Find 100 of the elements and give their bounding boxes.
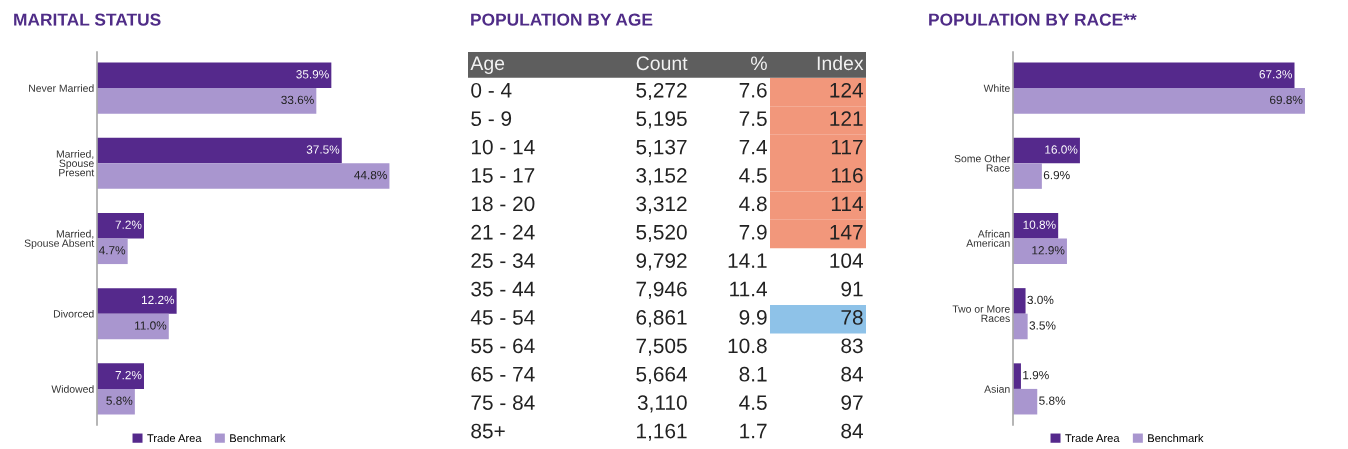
data-label: 124 (830, 82, 863, 98)
data-label: 4.8 (739, 196, 767, 212)
data-label: 8.1 (739, 366, 767, 382)
y-tick-label: 0 - 4 (471, 82, 512, 98)
data-label: 4.7% (98, 246, 126, 255)
data-label: 104 (830, 253, 863, 269)
data-label: 147 (830, 225, 863, 240)
data-label: 7,505 (636, 338, 687, 356)
data-label: 5.8% (106, 396, 133, 405)
data-label: 9.9 (739, 310, 767, 325)
data-label: 114 (831, 196, 863, 212)
bar (1013, 88, 1305, 114)
data-label: 1.9% (1023, 370, 1049, 380)
chart-title: POPULATION BY AGE (471, 13, 653, 26)
y-tick-label: African American (966, 229, 1010, 247)
data-label: 84 (841, 423, 863, 439)
data-label: 7.9 (739, 224, 767, 240)
data-label: 78 (841, 310, 863, 325)
bar (1013, 238, 1067, 265)
bar (97, 212, 144, 239)
data-label: 6.9% (1043, 170, 1070, 180)
data-label: 5,272 (636, 82, 687, 101)
y-tick-label: White (983, 84, 1010, 92)
data-label: 6,861 (636, 310, 687, 328)
bar (1013, 62, 1295, 89)
bar (97, 137, 342, 164)
data-label: 33.6% (281, 95, 314, 105)
bar (97, 313, 169, 340)
data-label: 37.5% (306, 145, 340, 154)
y-tick-label: Some Other Race (954, 154, 1011, 172)
data-label: 35.9% (296, 70, 329, 79)
bar (1013, 163, 1042, 189)
bar (97, 163, 390, 189)
bar (1013, 313, 1028, 340)
y-tick-label: Married, Spouse Absent (24, 229, 95, 249)
y-tick-label: 55 - 64 (471, 338, 535, 354)
data-label: 83 (841, 338, 863, 354)
data-label: 11.4 (730, 281, 767, 297)
data-label: 7.2% (115, 220, 142, 229)
data-label: 4.5 (739, 395, 767, 410)
data-label: 11.0% (135, 321, 167, 330)
data-label: 1,161 (637, 423, 687, 441)
data-label: 12.2% (141, 295, 175, 305)
data-label: 67.3% (1259, 70, 1293, 79)
data-label: 69.8% (1270, 95, 1303, 105)
data-label: 3,152 (636, 168, 687, 186)
legend-label: Trade Area (1065, 433, 1120, 443)
bar (1013, 212, 1059, 239)
y-tick-label: 21 - 24 (471, 224, 535, 240)
data-label: 97 (841, 395, 863, 410)
y-tick-label: 10 - 14 (471, 139, 535, 155)
data-label: 7.2% (115, 370, 142, 380)
data-label: 10.8 (728, 338, 767, 354)
data-label: 1.7 (740, 423, 767, 439)
y-tick-label: Married, Spouse Present (56, 150, 95, 177)
data-label: 5,195 (636, 111, 687, 129)
data-label: 9,792 (636, 253, 687, 271)
x-tick-label: % (751, 56, 767, 71)
data-label: 7.5 (739, 111, 767, 127)
bar (97, 62, 332, 89)
bar (97, 288, 177, 314)
bar (97, 88, 317, 114)
y-tick-label: 65 - 74 (471, 366, 535, 382)
data-label: 5.8% (1039, 396, 1066, 405)
data-label: 7,946 (636, 281, 687, 299)
data-label: 3.0% (1027, 295, 1054, 305)
data-label: 117 (831, 139, 863, 155)
x-tick-label: Count (636, 56, 688, 71)
y-tick-label: 75 - 84 (471, 395, 535, 410)
data-label: 7.4 (739, 139, 767, 155)
data-label: 3,312 (636, 196, 687, 214)
y-tick-label: Widowed (51, 385, 94, 393)
bar (97, 363, 144, 389)
data-label: 5,137 (636, 139, 687, 157)
data-label: 116 (831, 168, 863, 183)
chart-title: POPULATION BY RACE** (929, 13, 1137, 26)
y-tick-label: 35 - 44 (471, 281, 535, 297)
data-label: 5,520 (636, 224, 687, 243)
y-tick-label: 5 - 9 (471, 111, 512, 127)
y-tick-label: Two or More Races (952, 305, 1010, 323)
data-label: 84 (841, 366, 863, 382)
y-tick-label: 15 - 17 (471, 168, 535, 183)
x-tick-label: Index (817, 55, 864, 71)
y-tick-label: Divorced (53, 309, 94, 318)
legend-label: Benchmark (1148, 433, 1204, 443)
data-label: 121 (830, 111, 863, 126)
y-tick-label: 85+ (471, 423, 505, 439)
y-tick-label: 25 - 34 (471, 253, 535, 269)
y-axis-title: Age (470, 56, 505, 74)
legend-label: Trade Area (147, 433, 202, 443)
bar (1013, 288, 1026, 314)
data-label: 3.5% (1029, 321, 1056, 330)
data-label: 44.8% (354, 170, 387, 180)
bar (1013, 137, 1080, 164)
data-label: 4.5 (739, 168, 767, 183)
data-label: 12.9% (1032, 246, 1065, 255)
y-tick-label: 18 - 20 (471, 196, 535, 212)
data-label: 91 (841, 281, 863, 297)
chart-title: MARITAL STATUS (14, 13, 161, 26)
data-label: 14.1 (728, 253, 767, 268)
